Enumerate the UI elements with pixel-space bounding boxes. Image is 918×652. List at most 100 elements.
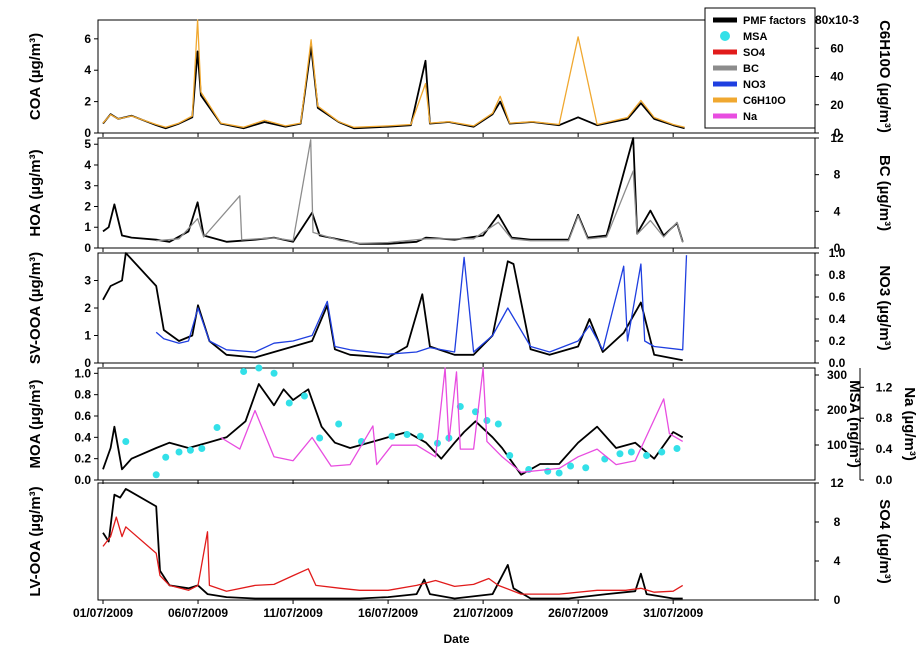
panel-frame-hoa <box>97 137 816 249</box>
right-tick-label-hoa: 0 <box>834 241 841 255</box>
right-tick-label-hoa: 8 <box>834 168 841 182</box>
left-tick-label-hoa: 3 <box>84 179 91 193</box>
panel-svooa: 0 1 2 3 0.0 0.2 0.4 0.6 0.8 1.0 SV-OOA (µg/m³) NO3 … <box>27 246 893 370</box>
x-tick-label: 26/07/2009 <box>548 606 608 620</box>
right-axis-title-hoa: BC (µg/m³) <box>876 155 893 231</box>
series-line-lvooa-pmf-factors <box>102 488 683 600</box>
left-tick-label-coa: 4 <box>84 63 91 77</box>
left-tick-label-coa: 0 <box>84 126 91 140</box>
left-tick-label-hoa: 1 <box>84 220 91 234</box>
left-axis-title-coa: COA (µg/m³) <box>27 33 44 120</box>
left-tick-label-coa: 6 <box>84 32 91 46</box>
panel-frame-lvooa <box>97 482 816 601</box>
series-point-msa <box>240 368 248 375</box>
series-point-msa <box>388 432 396 440</box>
left-axis-title-moa: MOA (µg/m³) <box>27 380 44 469</box>
x-tick-label: 31/07/2009 <box>643 606 703 620</box>
legend: PMF factors MSA SO4 BC NO3 C6H10O Na <box>704 7 816 129</box>
left-tick-label-moa: 0.6 <box>74 409 91 423</box>
series-point-msa <box>300 392 308 400</box>
right2-axis-title: Na (µg/m³) <box>901 387 918 461</box>
right-tick-label-svooa: 0.0 <box>829 356 846 370</box>
series-line-hoa-bc <box>156 139 684 245</box>
legend-label-bc: BC <box>743 63 759 75</box>
series-point-msa <box>122 438 130 445</box>
right2-tick-label: 0.4 <box>876 442 893 456</box>
x-axis-title: Date <box>443 632 469 646</box>
left-tick-label-hoa: 4 <box>84 158 91 172</box>
right-tick-label-coa: 80x10-3 <box>815 13 859 27</box>
series-point-msa <box>198 445 206 452</box>
right-tick-label-moa: 200 <box>827 403 847 417</box>
x-tick-label: 01/07/2009 <box>73 606 133 620</box>
right-tick-label-svooa: 1.0 <box>829 246 846 260</box>
left-tick-label-svooa: 1 <box>84 329 91 343</box>
right-tick-label-svooa: 0.8 <box>829 268 846 282</box>
series-point-msa <box>213 424 221 431</box>
series-point-msa <box>416 432 424 440</box>
series-line-svooa-no3 <box>155 255 688 355</box>
panel-moa: 0.0 0.2 0.4 0.6 0.8 1.0 100 200 300 0.0 0.4 0.8 1.2 M… <box>27 364 918 487</box>
right2-tick-label: 0.0 <box>876 473 893 487</box>
right-tick-label-moa: 100 <box>827 438 847 452</box>
series-line-moa-pmf-factors <box>102 383 684 476</box>
legend-label-so4: SO4 <box>743 47 766 59</box>
legend-label-c6h10o: C6H10O <box>743 95 786 107</box>
series-line-coa-pmf-factors <box>102 45 685 130</box>
x-tick-label: 16/07/2009 <box>358 606 418 620</box>
right2-tick-label: 1.2 <box>876 380 893 394</box>
series-line-coa-c6h10o <box>102 19 685 128</box>
left-tick-label-moa: 1.0 <box>74 366 91 380</box>
right-axis-title-lvooa: SO4 (µg/m³) <box>876 499 893 583</box>
series-point-msa <box>673 445 681 452</box>
x-tick-label: 21/07/2009 <box>453 606 513 620</box>
left-axis-title-hoa: HOA (µg/m³) <box>27 149 44 236</box>
right-tick-label-svooa: 0.6 <box>829 290 846 304</box>
series-line-hoa-pmf-factors <box>102 137 684 245</box>
series-point-msa <box>627 448 635 456</box>
right-tick-label-lvooa: 12 <box>830 476 844 490</box>
series-point-msa <box>658 448 666 456</box>
series-point-msa <box>255 364 263 372</box>
legend-label-pmf-factors: PMF factors <box>743 15 806 27</box>
series-point-msa <box>643 452 651 459</box>
left-tick-label-svooa: 3 <box>84 274 91 288</box>
right-tick-label-svooa: 0.4 <box>829 312 846 326</box>
right-tick-label-lvooa: 0 <box>834 593 841 607</box>
legend-marker-msa <box>720 31 730 41</box>
right-axis-title-svooa: NO3 (µg/m³) <box>876 265 893 350</box>
panel-frame-svooa <box>97 252 816 364</box>
right-tick-label-moa: 300 <box>827 368 847 382</box>
series-point-msa <box>494 420 502 428</box>
series-point-msa <box>582 464 590 472</box>
right2-tick-label: 0.8 <box>876 411 893 425</box>
series-point-msa <box>270 369 278 377</box>
series-point-msa <box>403 431 411 438</box>
legend-label-no3: NO3 <box>743 79 766 91</box>
left-tick-label-svooa: 0 <box>84 356 91 370</box>
series-point-msa <box>175 448 183 456</box>
legend-label-na: Na <box>743 111 758 123</box>
right-tick-label-lvooa: 4 <box>834 554 841 568</box>
left-axis-title-svooa: SV-OOA (µg/m³) <box>27 252 44 364</box>
series-point-msa <box>316 434 324 442</box>
series-point-msa <box>567 462 575 470</box>
series-point-msa <box>616 450 624 458</box>
panel-lvooa: 0 4 8 12 LV-OOA (µg/m³) SO4 (µg/m³) <box>27 476 893 607</box>
series-point-msa <box>186 446 194 454</box>
left-tick-label-hoa: 2 <box>84 199 91 213</box>
series-point-msa <box>152 471 160 479</box>
series-line-svooa-pmf-factors <box>102 252 683 362</box>
series-point-msa <box>162 453 170 461</box>
left-tick-label-moa: 0.2 <box>74 452 91 466</box>
legend-label-msa: MSA <box>743 31 768 43</box>
right-tick-label-hoa: 12 <box>830 131 844 145</box>
series-point-msa <box>285 399 293 407</box>
panel-frame-moa <box>97 367 816 481</box>
left-tick-label-hoa: 0 <box>84 241 91 255</box>
series-point-msa <box>335 420 343 428</box>
